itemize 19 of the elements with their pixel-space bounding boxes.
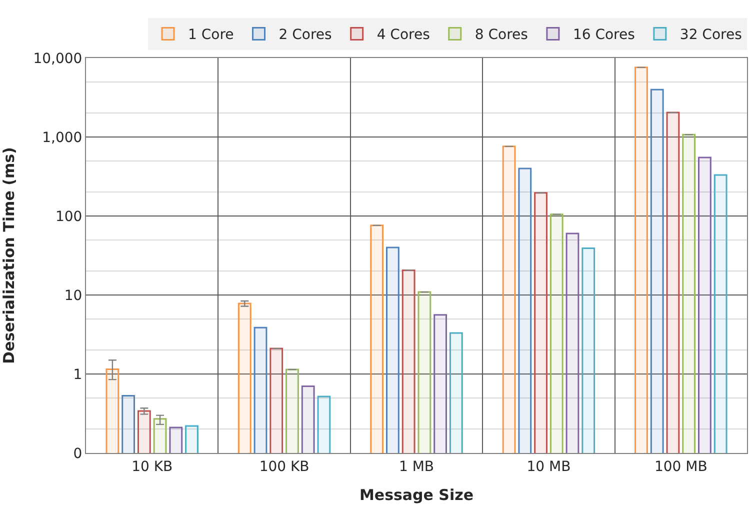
x-tick-label: 10 KB <box>132 458 173 475</box>
y-tick-label: 100 <box>55 208 82 225</box>
legend-label: 2 Cores <box>278 27 332 44</box>
x-axis-title: Message Size <box>359 486 474 504</box>
y-tick-label: 1,000 <box>42 130 82 146</box>
legend-label: 8 Cores <box>474 27 528 44</box>
x-tick-label: 1 MB <box>398 458 434 475</box>
y-tick-label: 10,000 <box>33 50 82 67</box>
legend-label: 4 Cores <box>376 27 430 44</box>
y-tick-label: 10 <box>64 288 82 304</box>
legend-label: 1 Core <box>188 27 234 44</box>
legend-label: 32 Cores <box>680 27 742 44</box>
legend-label: 16 Cores <box>572 27 635 44</box>
y-tick-label: 0 <box>73 446 82 462</box>
x-tick-label: 10 MB <box>526 458 571 475</box>
x-tick-label: 100 MB <box>654 458 708 475</box>
x-tick-label: 100 KB <box>259 458 310 475</box>
y-tick-label: 1 <box>73 366 82 383</box>
y-axis-title: Deserialization Time (ms) <box>0 147 18 364</box>
